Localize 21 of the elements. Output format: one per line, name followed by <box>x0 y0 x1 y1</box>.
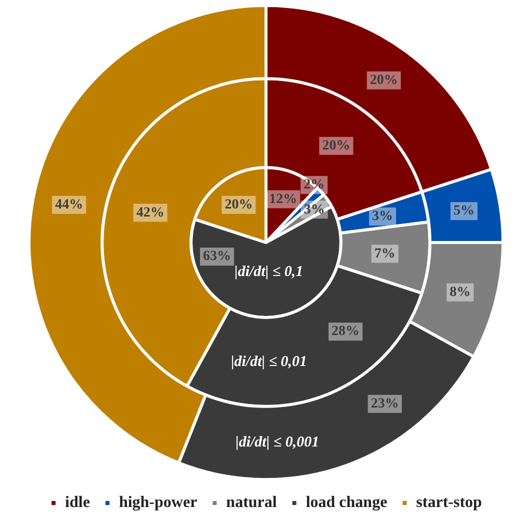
data-label: 20% <box>224 198 253 213</box>
data-label: 20% <box>370 72 398 88</box>
data-label: 3% <box>372 209 394 224</box>
legend-label: natural <box>226 494 278 512</box>
data-label: 8% <box>450 284 471 300</box>
data-label: 20% <box>322 138 350 154</box>
data-label: 7% <box>374 246 396 262</box>
data-label: 28% <box>332 324 360 340</box>
slice-label: |di/dt| ≤ 0,01 <box>230 354 308 370</box>
legend-label: start-stop <box>416 494 482 512</box>
slice-label: |di/dt| ≤ 0,001 <box>236 434 320 451</box>
slice-label: |di/dt| ≤ 0,1 <box>234 264 304 280</box>
data-label: 5% <box>454 204 474 219</box>
legend-label: load change <box>306 494 388 512</box>
data-label: 42% <box>136 205 164 220</box>
data-label: 63% <box>203 249 232 264</box>
legend-label: high-power <box>118 494 198 512</box>
data-label: 12% <box>269 192 298 207</box>
data-label: 44% <box>55 198 84 213</box>
data-label: 23% <box>370 396 399 412</box>
legend-label: idle <box>65 494 90 512</box>
